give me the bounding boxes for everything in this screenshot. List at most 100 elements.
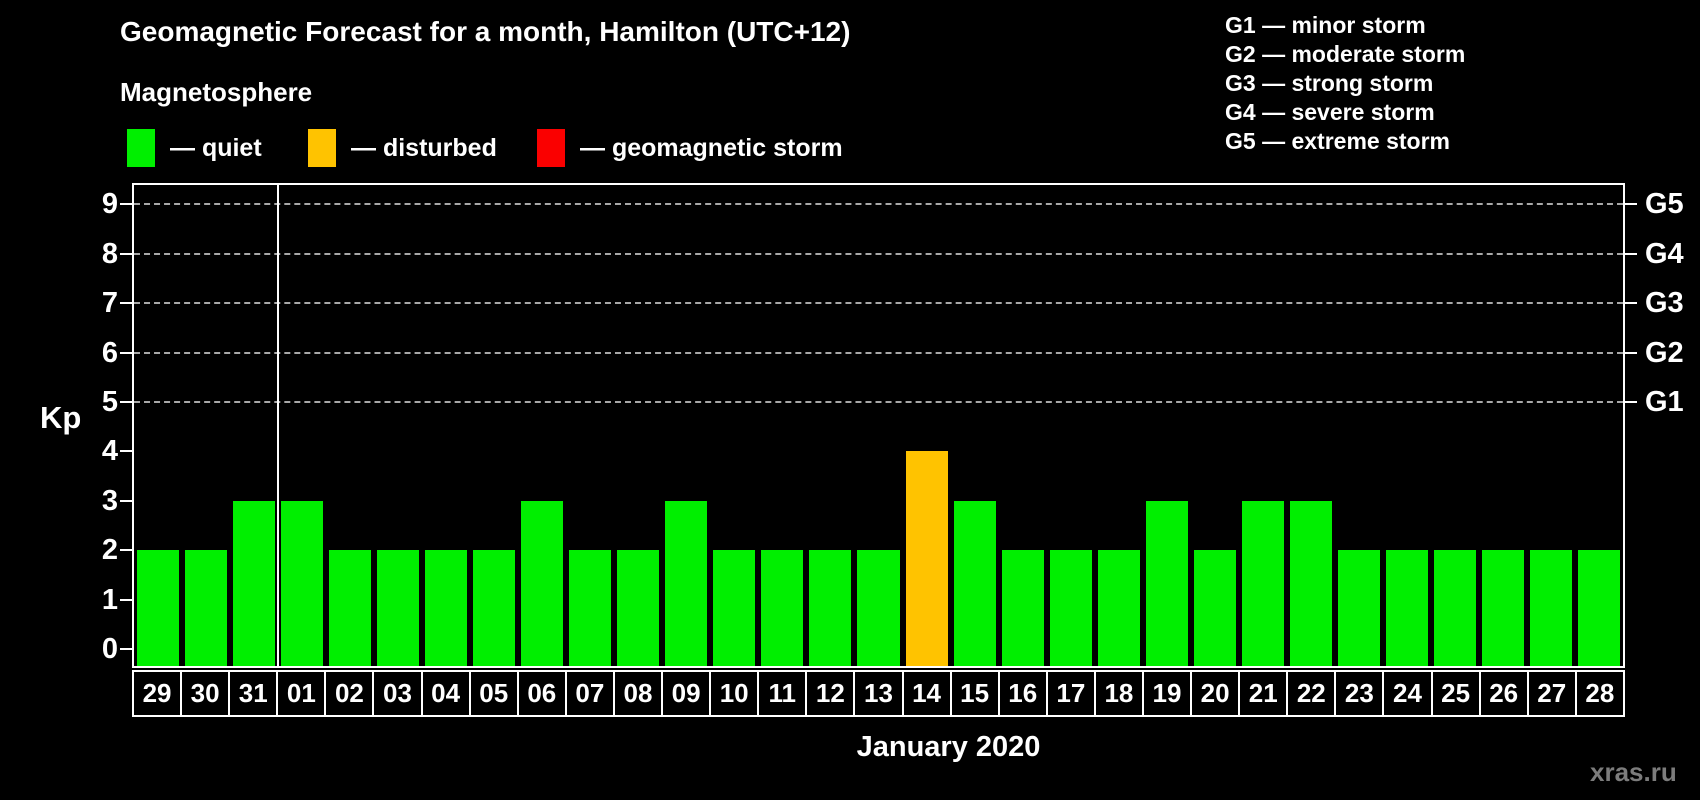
y-tick-mark-7: [120, 302, 132, 305]
kp-bar-day-26: [1481, 550, 1524, 666]
y-tick-label-8: 8: [101, 237, 118, 270]
day-label-29: 29: [132, 670, 183, 717]
kp-bar-day-28: [1577, 550, 1620, 666]
kp-bar-day-14: [905, 451, 948, 666]
legend-label-quiet: — quiet: [170, 134, 262, 162]
day-label-02: 02: [324, 670, 375, 717]
day-label-23: 23: [1334, 670, 1385, 717]
kp-bar-day-02: [329, 550, 372, 666]
day-label-07: 07: [564, 670, 615, 717]
g-legend-line-g2: G2 — moderate storm: [1225, 41, 1466, 67]
day-label-15: 15: [949, 670, 1000, 717]
gridline-kp9: [134, 203, 1623, 206]
day-label-13: 13: [853, 670, 904, 717]
kp-bar-day-05: [473, 550, 516, 666]
kp-bar-day-16: [1001, 550, 1044, 666]
day-label-14: 14: [901, 670, 952, 717]
y-axis-title: Kp: [40, 400, 82, 435]
kp-bar-day-30: [185, 550, 228, 666]
day-label-19: 19: [1141, 670, 1193, 717]
y-tick-label-5: 5: [101, 386, 118, 418]
day-label-05: 05: [468, 670, 519, 717]
y-tick-mark-5: [120, 401, 132, 403]
kp-bar-day-09: [665, 500, 708, 666]
kp-bar-day-12: [809, 550, 852, 666]
y-tick-mark-6: [120, 351, 132, 354]
day-label-18: 18: [1093, 670, 1144, 717]
day-label-08: 08: [612, 670, 664, 717]
day-label-27: 27: [1526, 670, 1577, 717]
kp-bar-day-10: [713, 550, 756, 666]
x-axis-day-labels: 29 30 31 01 02 03 04 05 06 07 08 09 10 11 12 13 14 15 16 17…: [132, 670, 1625, 717]
month-separator-line: [277, 185, 280, 666]
kp-bar-day-03: [377, 550, 420, 666]
y-tick-label-3: 3: [101, 484, 118, 517]
day-label-21: 21: [1238, 670, 1289, 717]
y-tick-mark-3: [120, 499, 132, 502]
day-label-25: 25: [1430, 670, 1481, 717]
right-tick-mark-G1: [1625, 401, 1637, 403]
y-tick-label-9: 9: [101, 188, 118, 221]
g-legend-line-g5: G5 — extreme storm: [1225, 128, 1450, 154]
right-tick-mark-G4: [1625, 252, 1637, 255]
kp-bar-day-11: [761, 550, 804, 666]
y-tick-mark-0: [120, 648, 132, 650]
kp-bar-day-06: [521, 500, 564, 666]
y-tick-mark-4: [120, 450, 132, 453]
kp-bar-day-20: [1193, 550, 1236, 666]
day-label-26: 26: [1478, 670, 1529, 717]
g-scale-legend: G1 — minor storm G2 — moderate storm G3 …: [1225, 11, 1465, 156]
kp-bar-day-17: [1049, 550, 1092, 666]
right-tick-mark-G5: [1625, 203, 1637, 206]
disturbed-swatch-icon: [308, 129, 336, 167]
legend-label-storm: — geomagnetic storm: [580, 134, 843, 162]
day-label-31: 31: [228, 670, 279, 717]
right-axis-label-G5: G5: [1645, 188, 1684, 221]
kp-bar-day-31: [233, 500, 276, 666]
day-label-17: 17: [1045, 670, 1096, 717]
kp-bar-day-08: [617, 550, 660, 666]
watermark: xras.ru: [1590, 757, 1677, 787]
gridline-kp5: [134, 401, 1623, 403]
y-tick-mark-2: [120, 549, 132, 552]
day-label-16: 16: [997, 670, 1048, 717]
day-label-24: 24: [1382, 670, 1433, 717]
magnetosphere-heading: Magnetosphere: [120, 77, 313, 107]
g-legend-line-g4: G4 — severe storm: [1225, 99, 1435, 125]
kp-bar-day-23: [1337, 550, 1380, 666]
kp-bar-day-22: [1289, 500, 1332, 666]
g-legend-line-g3: G3 — strong storm: [1225, 70, 1434, 96]
y-tick-label-1: 1: [101, 583, 118, 616]
day-label-22: 22: [1286, 670, 1337, 717]
right-tick-mark-G3: [1625, 302, 1637, 305]
kp-bar-day-21: [1241, 500, 1284, 666]
day-label-20: 20: [1190, 670, 1241, 717]
kp-bar-day-29: [137, 550, 180, 666]
kp-bar-day-24: [1385, 550, 1428, 666]
day-label-11: 11: [757, 670, 808, 717]
gridline-kp6: [134, 351, 1623, 354]
y-tick-label-6: 6: [101, 336, 118, 369]
right-axis-label-G4: G4: [1645, 237, 1684, 270]
gridline-kp8: [134, 252, 1623, 255]
day-label-03: 03: [372, 670, 423, 717]
day-label-01: 01: [276, 670, 327, 717]
right-axis-label-G2: G2: [1645, 336, 1684, 369]
kp-bar-day-18: [1097, 550, 1140, 666]
x-axis-title: January 2020: [856, 731, 1041, 763]
y-tick-label-2: 2: [101, 534, 118, 567]
chart-title: Geomagnetic Forecast for a month, Hamilt…: [120, 16, 851, 47]
g-legend-line-g1: G1 — minor storm: [1225, 12, 1426, 38]
right-axis-label-G1: G1: [1645, 386, 1684, 418]
gridline-kp7: [134, 302, 1623, 305]
legend-item-quiet: — quiet: [127, 129, 262, 167]
legend-item-storm: — geomagnetic storm: [537, 129, 843, 167]
plot-area: [132, 183, 1625, 668]
day-label-28: 28: [1574, 670, 1625, 717]
day-label-30: 30: [180, 670, 231, 717]
day-label-06: 06: [516, 670, 567, 717]
kp-bar-day-13: [857, 550, 900, 666]
kp-bar-day-25: [1433, 550, 1476, 666]
right-axis-label-G3: G3: [1645, 287, 1684, 320]
kp-bar-day-19: [1145, 500, 1188, 666]
